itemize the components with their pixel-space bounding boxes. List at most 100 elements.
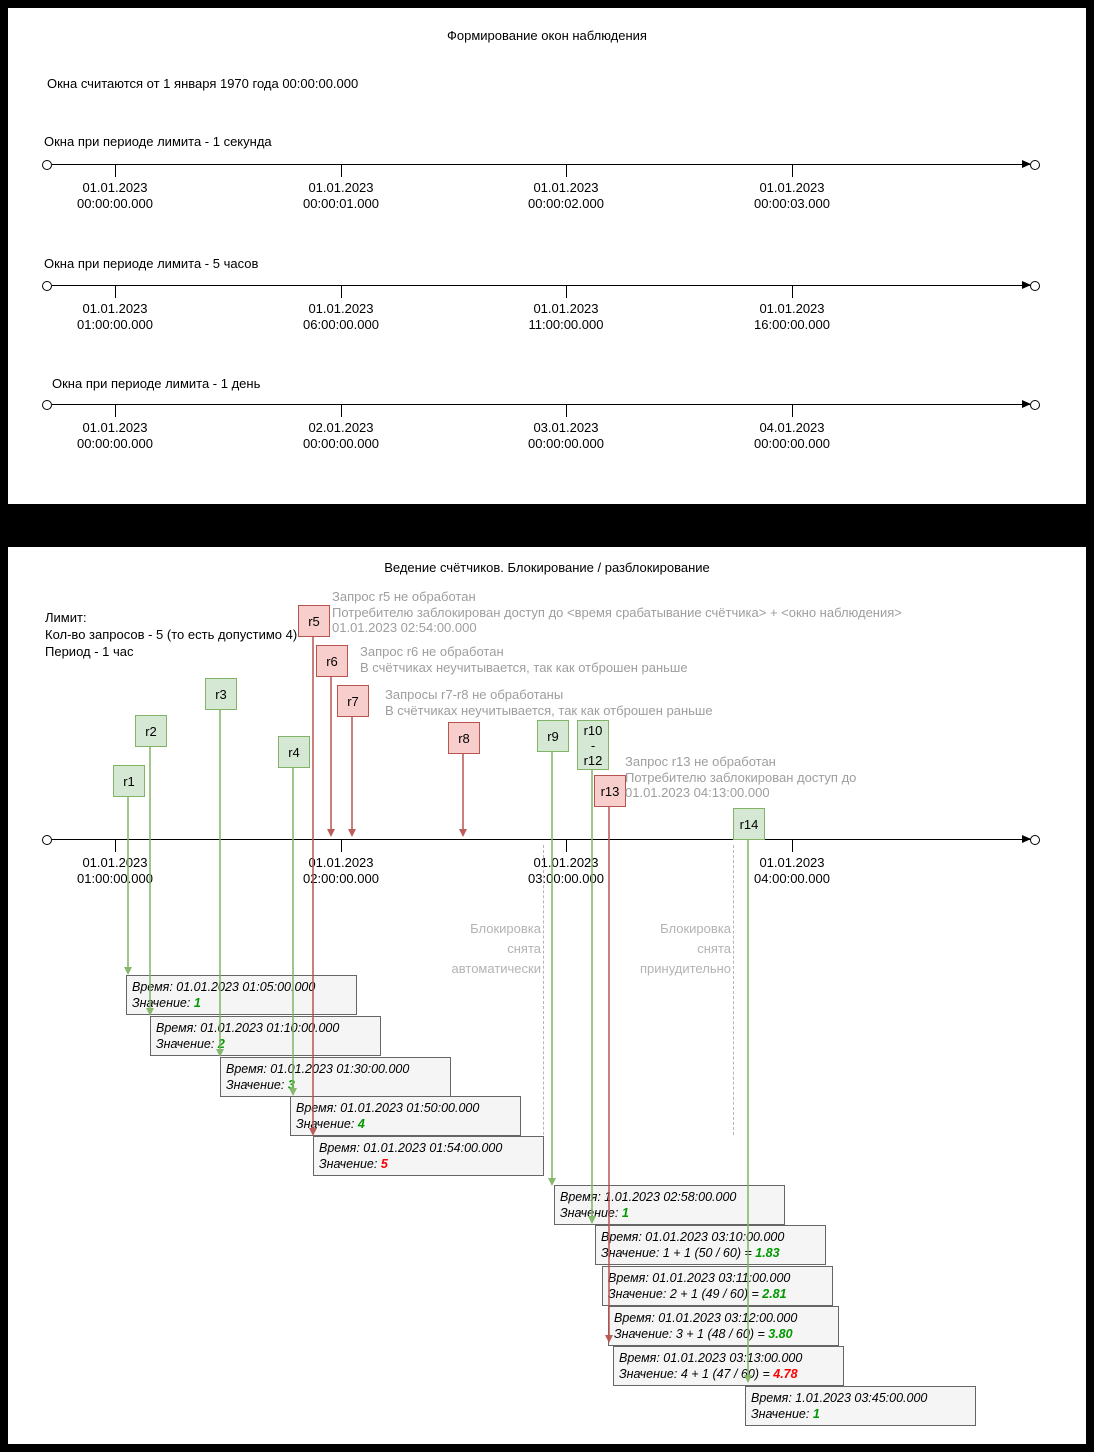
request-marker-r14: r14	[733, 808, 765, 840]
counter-value: 3	[288, 1078, 295, 1092]
counter-time: Время: 01.01.2023 01:30:00.000	[226, 1062, 410, 1076]
counter-value: 1	[621, 1206, 629, 1220]
counter-time: Время: 01.01.2023 01:05:00.000	[132, 980, 316, 994]
counters-blocking-panel: Ведение счётчиков. Блокирование / разбло…	[8, 547, 1086, 1444]
tick	[792, 165, 793, 177]
counter-value-line: Значение: 1	[751, 1407, 820, 1421]
timeline-1-axis	[42, 159, 1040, 170]
tick-label: 02.01.2023 00:00:00.000	[303, 420, 379, 451]
request-marker-r6: r6	[316, 645, 348, 677]
limit-line: Период - 1 час	[45, 644, 134, 659]
limit-line: Кол-во запросов - 5 (то есть допустимо 4…	[45, 627, 298, 642]
request-marker-r13: r13	[594, 775, 626, 807]
request-marker-r2: r2	[135, 715, 167, 747]
annotation-r13: Запрос r13 не обработан Потребителю забл…	[625, 754, 857, 800]
bottom-panel-title: Ведение счётчиков. Блокирование / разбло…	[384, 560, 710, 575]
counter-value-line: Значение: 2	[156, 1037, 225, 1051]
request-marker-r5: r5	[298, 605, 330, 637]
unblock-forced-label: Блокировка снята принудительно	[640, 921, 731, 976]
axis-start-circle-icon	[42, 159, 52, 170]
unblock-forced-dashed-line	[733, 845, 734, 1135]
tick	[341, 405, 342, 417]
counter-box-8: Время: 01.01.2023 03:11:00.000 Значение:…	[602, 1266, 833, 1306]
request-line-r4	[292, 766, 294, 1088]
tick	[115, 840, 116, 852]
arrowhead-r10-r12-icon	[587, 1216, 596, 1224]
timeline-3-axis	[42, 399, 1040, 410]
counter-value-line: Значение: 3	[226, 1077, 445, 1093]
counter-value: 2.81	[762, 1287, 787, 1301]
request-line-r3	[219, 708, 221, 1049]
arrowhead-r1-icon	[123, 967, 132, 975]
request-marker-r7: r7	[337, 685, 369, 717]
request-line-r8	[462, 752, 464, 829]
counter-value: 4.78	[773, 1367, 798, 1381]
tick	[115, 286, 116, 298]
limit-line: Лимит:	[45, 610, 87, 625]
counter-value: 1	[812, 1407, 820, 1421]
arrowhead-r9-icon	[547, 1178, 556, 1186]
axis-start-circle-icon	[42, 399, 52, 410]
tick-label: 01.01.2023 02:00:00.000	[303, 855, 379, 886]
request-line-r7	[351, 715, 353, 829]
timeline-2-axis	[42, 280, 1040, 291]
tick	[566, 286, 567, 298]
request-line-r1	[127, 795, 129, 967]
counter-value-line: Значение: 1	[132, 996, 201, 1010]
counter-value: 1.83	[755, 1246, 780, 1260]
request-line-r6	[330, 675, 332, 829]
arrowhead-r6-icon	[326, 829, 335, 837]
timeline-2-label: Окна при периоде лимита - 5 часов	[44, 256, 259, 271]
counter-box-9: Время: 01.01.2023 03:12:00.000 Значение:…	[608, 1306, 839, 1346]
counter-box-2: Время: 01.01.2023 01:10:00.000 Значение:…	[150, 1016, 381, 1056]
axis-arrow-icon	[1022, 281, 1031, 289]
tick	[115, 165, 116, 177]
axis-start-circle-icon	[42, 280, 52, 291]
annotation-r7-r8: Запросы r7-r8 не обработаны В счётчиках …	[385, 687, 713, 718]
arrowhead-r5-icon	[308, 1128, 317, 1136]
tick-label: 01.01.2023 11:00:00.000	[528, 301, 604, 332]
request-marker-r10-r12: r10 - r12	[577, 720, 609, 770]
counter-box-10: Время: 01.01.2023 03:13:00.000 Значение:…	[613, 1346, 844, 1386]
unblock-auto-dashed-line	[543, 845, 544, 1175]
tick-label: 04.01.2023 00:00:00.000	[754, 420, 830, 451]
counter-box-4: Время: 01.01.2023 01:50:00.000 Значение:…	[290, 1096, 521, 1136]
counter-value-line: Значение: 4 + 1 (47 / 60) = 4.78	[619, 1367, 798, 1381]
tick	[566, 405, 567, 417]
main-timeline-axis	[42, 834, 1040, 845]
counter-value-line: Значение: 1 + 1 (50 / 60) = 1.83	[601, 1246, 780, 1260]
counter-box-5: Время: 01.01.2023 01:54:00.000 Значение:…	[313, 1136, 544, 1176]
tick-label: 01.01.2023 00:00:02.000	[528, 180, 604, 211]
tick-label: 01.01.2023 00:00:03.000	[754, 180, 830, 211]
counter-time: Время: 01.01.2023 01:50:00.000	[296, 1101, 480, 1115]
arrowhead-r7-icon	[347, 829, 356, 837]
counter-time: Время: 01.01.2023 01:54:00.000	[319, 1141, 503, 1155]
counter-time: Время: 01.01.2023 03:13:00.000	[619, 1351, 803, 1365]
request-line-r5	[312, 635, 314, 1128]
tick	[341, 165, 342, 177]
axis-end-circle-icon	[1030, 159, 1040, 170]
marker-label-line: r10	[583, 722, 603, 738]
timeline-3-label: Окна при периоде лимита - 1 день	[52, 376, 261, 391]
tick	[341, 286, 342, 298]
tick	[566, 840, 567, 852]
tick-label: 01.01.2023 01:00:00.000	[77, 301, 153, 332]
request-marker-r9: r9	[537, 720, 569, 752]
tick-label: 01.01.2023 16:00:00.000	[754, 301, 830, 332]
arrowhead-r2-icon	[145, 1008, 154, 1016]
counter-value: 5	[380, 1157, 388, 1171]
tick-label: 01.01.2023 03:00:00.000	[528, 855, 604, 886]
axis-arrow-icon	[1022, 400, 1031, 408]
counter-box-7: Время: 01.01.2023 03:10:00.000 Значение:…	[595, 1225, 826, 1265]
tick	[792, 286, 793, 298]
counter-value: 4	[357, 1117, 365, 1131]
counter-time: Время: 01.01.2023 03:12:00.000	[614, 1311, 798, 1325]
axis-start-circle-icon	[42, 834, 52, 845]
marker-label-line: -	[590, 737, 596, 753]
request-marker-r4: r4	[278, 736, 310, 768]
request-line-r14	[747, 838, 749, 1375]
request-line-r2	[149, 745, 151, 1008]
arrowhead-r8-icon	[458, 829, 467, 837]
limit-description: Лимит: Кол-во запросов - 5 (то есть допу…	[45, 609, 297, 660]
axis-end-circle-icon	[1030, 280, 1040, 291]
